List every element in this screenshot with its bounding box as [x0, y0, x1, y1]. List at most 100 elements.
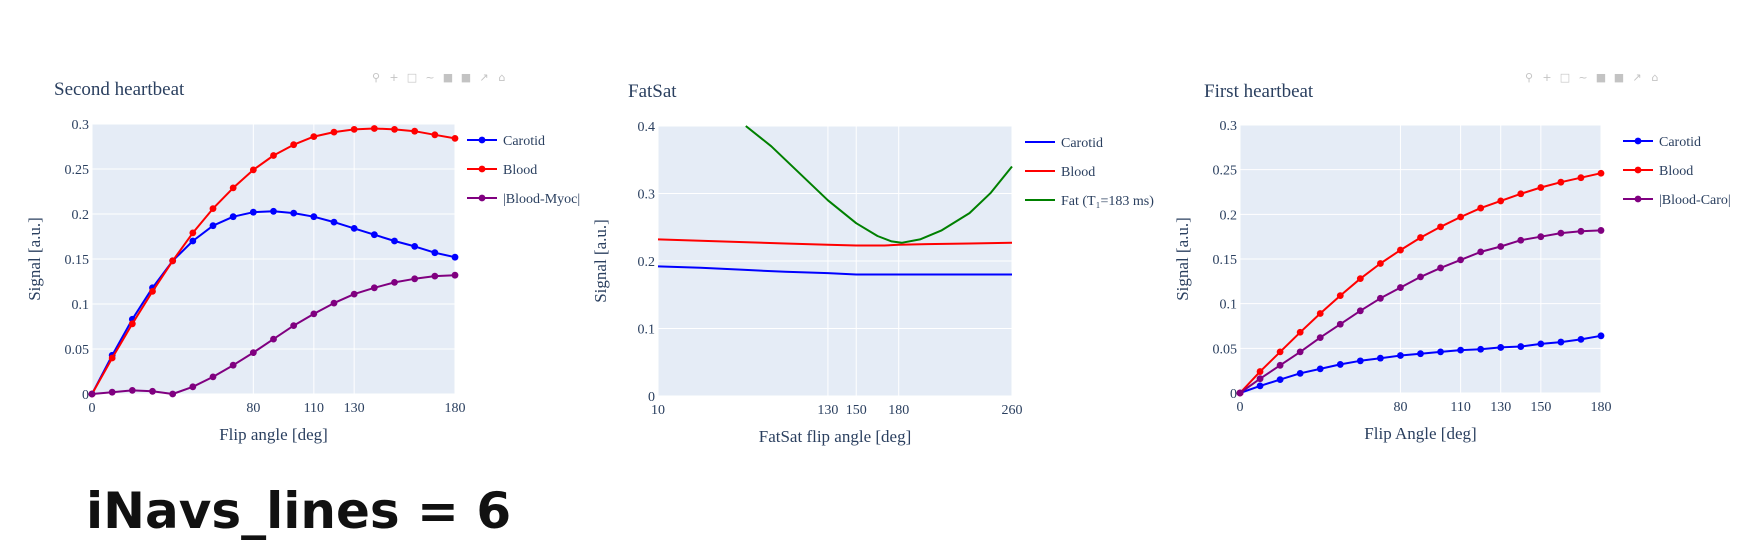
x-tick-label: 260 [1002, 403, 1023, 418]
chart-svg[interactable]: First heartbeat 0 0.05 0.1 0.15 0.2 0.25 0.3 0 80… [1155, 0, 1751, 460]
lasso-icon[interactable]: ~ [1578, 71, 1588, 84]
zoom-icon[interactable]: ⚲ [371, 71, 381, 84]
autoscale-icon[interactable]: ↗ [479, 71, 489, 84]
y-tick-label: 0.05 [1213, 342, 1238, 357]
chart-panel-second-heartbeat: ⚲ + □ ~ ■ ■ ↗ ⌂ Second heartbeat 0 0.05 0.1… [0, 0, 600, 460]
data-point [128, 320, 136, 328]
data-point [189, 229, 197, 237]
autoscale-icon[interactable]: ↗ [1632, 71, 1642, 84]
data-point [88, 390, 96, 398]
y-tick-label: 0.4 [638, 120, 656, 135]
data-point [128, 387, 136, 394]
y-tick-label: 0.2 [638, 255, 656, 270]
data-point [1356, 275, 1364, 283]
x-tick-label: 150 [1530, 400, 1551, 415]
x-tick-label: 10 [651, 403, 665, 418]
data-point [1276, 361, 1284, 369]
legend-marker [478, 165, 486, 173]
data-point [350, 290, 358, 298]
lasso-icon[interactable]: ~ [425, 71, 435, 84]
data-point [1457, 346, 1465, 354]
legend-label: Blood [1061, 165, 1095, 180]
data-point [169, 390, 177, 398]
zoom-icon[interactable]: ⚲ [1524, 71, 1534, 84]
data-point [451, 271, 459, 279]
legend-label: Carotid [1061, 136, 1103, 151]
data-point [1537, 184, 1545, 191]
chart-modebar[interactable]: ⚲ + □ ~ ■ ■ ↗ ⌂ [370, 72, 508, 84]
box-select-icon[interactable]: □ [406, 71, 418, 84]
data-point [431, 249, 439, 257]
legend-label: Carotid [1659, 135, 1701, 150]
data-point [1256, 368, 1264, 375]
chart-modebar[interactable]: ⚲ + □ ~ ■ ■ ↗ ⌂ [1523, 72, 1661, 84]
x-tick-label: 0 [89, 401, 96, 416]
data-point [1296, 348, 1304, 356]
y-tick-label: 0.2 [1220, 208, 1238, 223]
chart-svg[interactable]: FatSat 0 0.1 0.2 0.3 0.4 10 130 150 180 260 FatSat … [580, 0, 1180, 460]
series-line-fat-t-183-ms [745, 125, 1013, 244]
y-tick-label: 0 [1230, 387, 1237, 402]
zoom-out-icon[interactable]: ■ [460, 71, 472, 84]
x-tick-label: 80 [1393, 400, 1407, 415]
box-select-icon[interactable]: □ [1559, 71, 1571, 84]
y-tick-label: 0.15 [65, 253, 90, 268]
data-point [1497, 197, 1505, 205]
legend-label: |Blood-Myoc| [503, 192, 580, 207]
data-point [451, 253, 459, 261]
data-point [330, 218, 338, 226]
x-tick-label: 130 [817, 403, 838, 418]
zoom-out-icon[interactable]: ■ [1613, 71, 1625, 84]
data-point [229, 361, 237, 369]
data-point [1397, 246, 1404, 254]
x-axis-label: Flip angle [deg] [219, 425, 328, 444]
data-point [1336, 361, 1344, 368]
chart-svg[interactable]: Second heartbeat 0 0.05 0.1 0.15 0.2 0.25 0.3 0 8… [0, 0, 600, 460]
chart-title: Second heartbeat [54, 79, 185, 100]
x-tick-label: 130 [344, 401, 365, 416]
chart-title: FatSat [628, 81, 677, 102]
data-point [1417, 273, 1424, 281]
data-point [209, 205, 217, 213]
zoom-in-icon[interactable]: ■ [442, 71, 454, 84]
data-point [391, 125, 398, 133]
reset-icon[interactable]: ⌂ [1651, 71, 1659, 84]
x-tick-label: 0 [1237, 400, 1244, 415]
data-point [1437, 264, 1444, 272]
data-point [1597, 169, 1605, 177]
y-axis-label: Signal [a.u.] [591, 219, 610, 303]
y-tick-label: 0.3 [1220, 119, 1238, 134]
data-point [1336, 320, 1344, 328]
data-point [1517, 190, 1525, 198]
data-point [1557, 338, 1565, 346]
pan-icon[interactable]: + [1542, 71, 1552, 84]
data-point [1397, 284, 1404, 291]
data-point [249, 166, 257, 174]
x-tick-label: 180 [888, 403, 909, 418]
data-point [411, 275, 419, 283]
y-tick-label: 0.25 [1213, 164, 1238, 179]
series-line-blood [657, 238, 1013, 247]
plot-area [1236, 169, 1605, 397]
zoom-in-icon[interactable]: ■ [1595, 71, 1607, 84]
chart-panel-fatsat: FatSat 0 0.1 0.2 0.3 0.4 10 130 150 180 260 FatSat … [580, 0, 1180, 460]
data-point [1577, 174, 1585, 182]
footer-label: iNavs_lines = 6 [86, 482, 512, 540]
x-tick-label: 110 [1450, 400, 1470, 415]
data-point [411, 243, 419, 250]
data-point [1397, 352, 1404, 359]
legend-label: |Blood-Caro| [1659, 193, 1731, 208]
legend-marker [1634, 195, 1642, 203]
data-point [1497, 344, 1505, 351]
legend-marker [1634, 137, 1642, 145]
pan-icon[interactable]: + [389, 71, 399, 84]
legend-label: Blood [1659, 164, 1693, 179]
data-point [1356, 307, 1364, 315]
data-point [189, 237, 197, 245]
data-point [1356, 357, 1364, 365]
data-point [370, 125, 378, 132]
y-tick-label: 0.3 [72, 118, 90, 133]
data-point [391, 237, 398, 245]
data-point [1376, 260, 1384, 267]
reset-icon[interactable]: ⌂ [498, 71, 506, 84]
